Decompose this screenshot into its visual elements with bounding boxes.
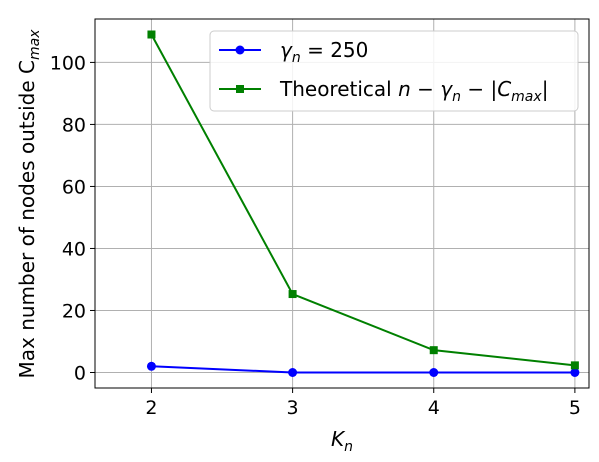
legend-marker-series-2 — [236, 85, 244, 93]
legend-label-series-1: γn = 250 — [280, 38, 368, 66]
series-2-point — [570, 361, 579, 370]
series-1-point — [146, 361, 156, 371]
y-tick-label: 20 — [62, 300, 86, 322]
x-tick-label: 5 — [569, 397, 581, 419]
legend-marker-series-1 — [235, 45, 245, 55]
y-tick-label: 80 — [62, 114, 86, 136]
x-tick-label: 2 — [145, 397, 157, 419]
legend-entry-series-1: γn = 250 — [219, 38, 368, 66]
x-tick-label: 4 — [428, 397, 440, 419]
y-tick-label: 100 — [50, 52, 86, 74]
legend-entry-series-2: Theoretical n − γn − |Cmax| — [219, 77, 548, 105]
series-1-line — [151, 365, 575, 374]
series-2-line — [150, 34, 575, 367]
x-axis-label: Kn — [331, 427, 353, 455]
series-1-point — [429, 367, 439, 377]
series-2-point — [288, 290, 297, 299]
plot-frame — [94, 18, 590, 389]
series-2-point — [147, 30, 156, 39]
y-tick-label: 60 — [62, 176, 86, 198]
legend-label-series-2: Theoretical n − γn − |Cmax| — [279, 77, 548, 105]
x-tick-label: 3 — [287, 397, 299, 419]
series-2-point — [429, 346, 438, 355]
legend-box — [209, 30, 579, 112]
series-1 — [146, 361, 580, 377]
y-tick-label: 40 — [62, 238, 86, 260]
series-1-point — [570, 367, 580, 377]
ticks: 2 3 4 5 0 20 40 60 80 100 — [50, 52, 581, 419]
y-axis-label: Max number of nodes outside Cmax — [15, 29, 43, 379]
series-layer — [146, 30, 580, 377]
y-tick-label: 0 — [74, 362, 86, 384]
series-1-point — [288, 367, 298, 377]
series-2 — [147, 30, 579, 370]
legend: γn = 250 Theoretical n − γn − |Cmax| — [209, 30, 579, 112]
